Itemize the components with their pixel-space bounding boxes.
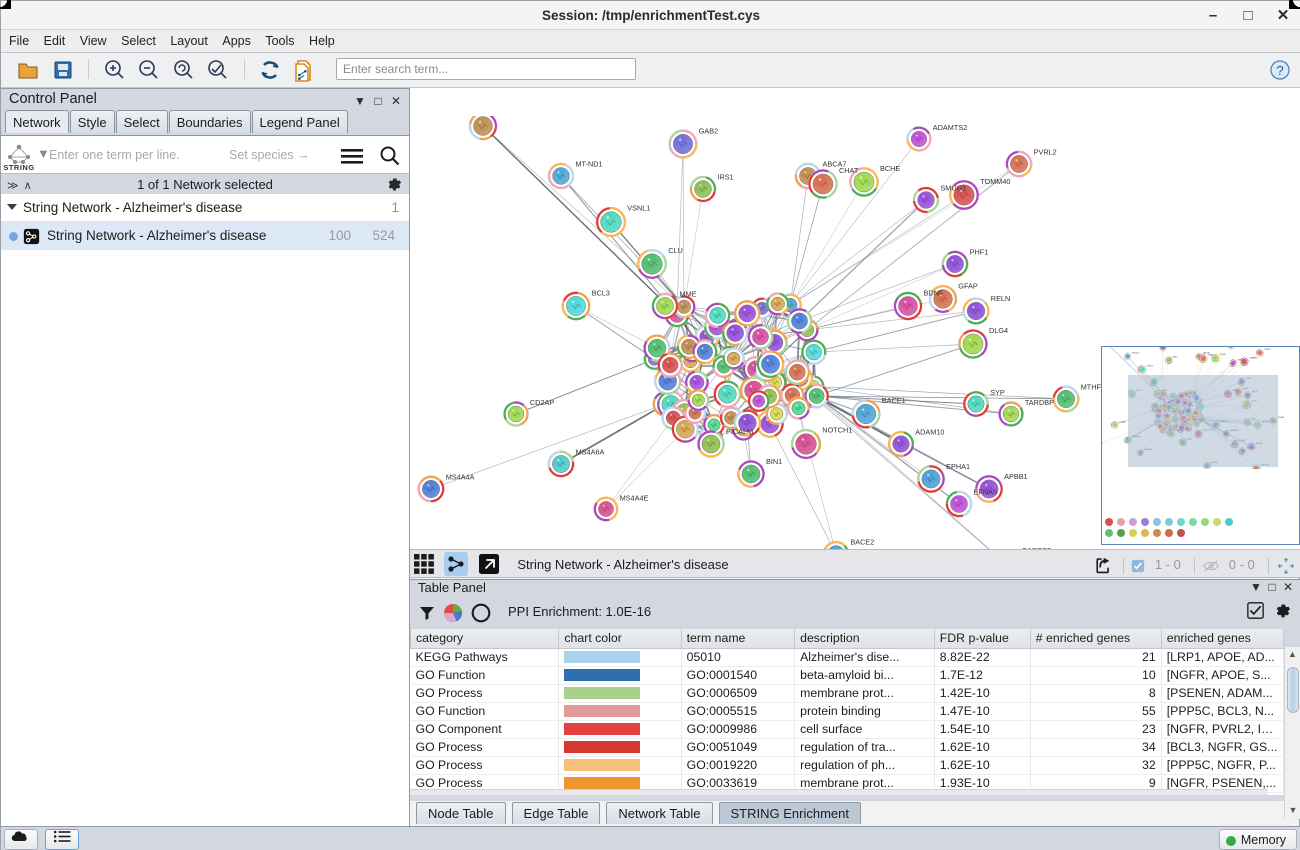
svg-text:MTHFD1L: MTHFD1L — [1081, 382, 1101, 391]
svg-text:BIN1: BIN1 — [766, 457, 782, 466]
svg-text:MT-ND1: MT-ND1 — [575, 160, 602, 169]
svg-text:BDNF: BDNF — [924, 289, 944, 298]
svg-text:TOMM40: TOMM40 — [980, 177, 1010, 186]
svg-text:MS4A6A: MS4A6A — [576, 447, 605, 456]
svg-text:GFAP: GFAP — [958, 282, 978, 291]
svg-text:ADAMTS2: ADAMTS2 — [933, 123, 967, 132]
svg-text:MME: MME — [680, 290, 697, 299]
svg-text:CLU: CLU — [668, 246, 683, 255]
svg-text:BCHE: BCHE — [880, 164, 900, 173]
svg-text:?: ? — [1276, 63, 1283, 78]
svg-text:MS4A4E: MS4A4E — [620, 493, 649, 502]
svg-text:BACE2: BACE2 — [850, 538, 874, 547]
svg-text:GAB2: GAB2 — [699, 126, 718, 135]
svg-text:MT-ND2: MT-ND2 — [498, 116, 525, 118]
svg-text:NOTCH1: NOTCH1 — [822, 426, 852, 435]
svg-text:PVRL2: PVRL2 — [1034, 147, 1057, 156]
svg-text:ADAM10: ADAM10 — [915, 428, 944, 437]
svg-text:BCL3: BCL3 — [592, 288, 610, 297]
svg-text:IRS1: IRS1 — [717, 173, 733, 182]
svg-text:BACE1: BACE1 — [882, 396, 906, 405]
svg-text:APBB1: APBB1 — [1004, 472, 1028, 481]
svg-text:EPHA1: EPHA1 — [946, 462, 970, 471]
svg-text:SMUG1: SMUG1 — [940, 184, 966, 193]
svg-text:PHF1: PHF1 — [970, 247, 989, 256]
svg-text:CHAT: CHAT — [839, 166, 859, 175]
svg-text:TARDBP: TARDBP — [1025, 398, 1054, 407]
svg-text:VSNL1: VSNL1 — [627, 204, 650, 213]
svg-text:DLG4: DLG4 — [989, 326, 1008, 335]
svg-text:PICALM: PICALM — [726, 427, 753, 436]
svg-text:CD2AP: CD2AP — [530, 398, 554, 407]
svg-text:EFNA5: EFNA5 — [974, 488, 998, 497]
svg-text:RELN: RELN — [991, 294, 1010, 303]
svg-text:MS4A4A: MS4A4A — [446, 472, 475, 481]
svg-text:SYP: SYP — [990, 388, 1005, 397]
